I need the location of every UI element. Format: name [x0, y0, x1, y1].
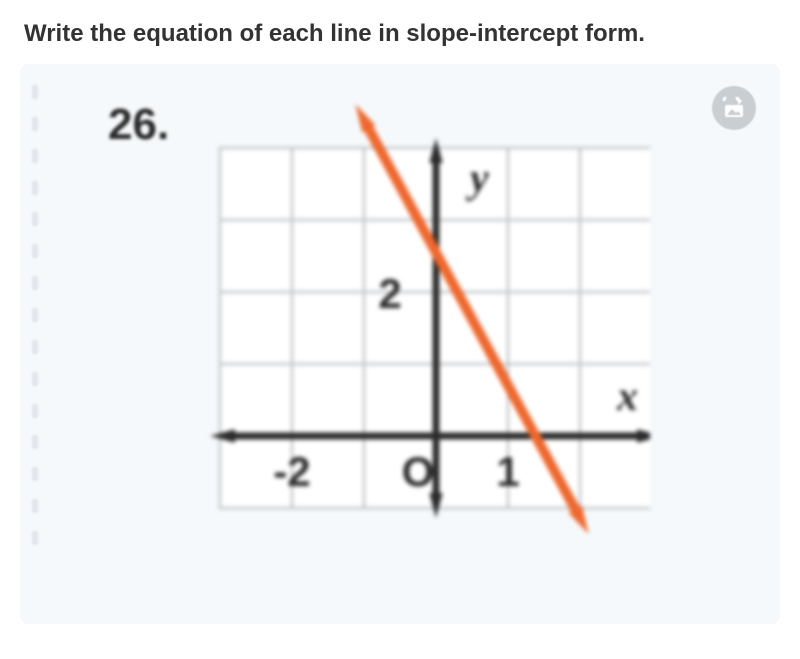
svg-text:1: 1 — [496, 448, 519, 495]
svg-text:-2: -2 — [273, 448, 310, 495]
coordinate-graph: -2O12yx — [210, 98, 650, 558]
prompt-heading: Write the equation of each line in slope… — [0, 0, 800, 64]
svg-text:2: 2 — [378, 270, 401, 317]
drag-handle-dashes — [32, 76, 40, 554]
svg-text:x: x — [616, 374, 638, 420]
image-refresh-button[interactable] — [712, 86, 756, 130]
image-refresh-icon — [721, 97, 747, 119]
problem-number: 26. — [108, 100, 169, 150]
svg-text:O: O — [402, 448, 435, 495]
problem-panel: 26. -2O12yx — [20, 64, 780, 624]
